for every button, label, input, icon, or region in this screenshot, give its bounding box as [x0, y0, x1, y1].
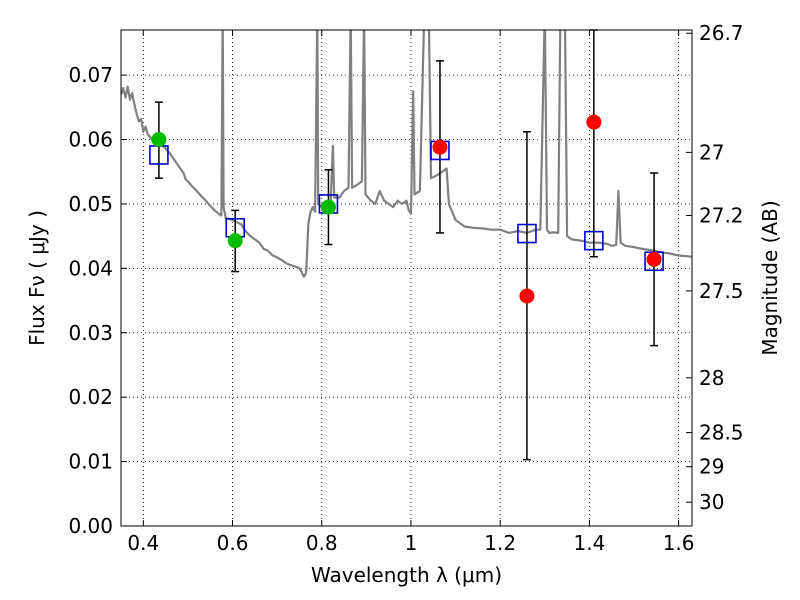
x-tick-label-6: 1.6 — [663, 531, 695, 555]
y2-tick-label-4: 28 — [699, 366, 724, 390]
x-tick-label-5: 1.4 — [573, 531, 605, 555]
y-tick-label-6: 0.06 — [68, 128, 113, 152]
green-point-0 — [151, 132, 167, 148]
x-tick-label-2: 0.8 — [306, 531, 338, 555]
y-axis-title: Flux Fν ( μJy ) — [25, 210, 49, 346]
observed-markers — [151, 114, 662, 304]
y2-axis-title: Magnitude (AB) — [758, 200, 782, 355]
plot-frame — [120, 29, 693, 527]
red-point-1 — [519, 288, 535, 304]
sed-model-line — [121, 30, 692, 278]
y2-tick-label-0: 26.7 — [699, 21, 744, 45]
y-tick-label-3: 0.03 — [68, 321, 113, 345]
y-tick-label-7: 0.07 — [68, 63, 113, 87]
y2-tick-label-3: 27.5 — [699, 279, 744, 303]
grid-lines — [121, 30, 692, 527]
red-point-2 — [586, 114, 602, 130]
model-band-markers — [149, 140, 664, 272]
x-tick-label-3: 1 — [405, 531, 418, 555]
x-tick-label-0: 0.4 — [127, 531, 159, 555]
x-tick-label-4: 1.2 — [484, 531, 516, 555]
red-point-0 — [432, 139, 448, 155]
y-tick-label-2: 0.02 — [68, 385, 113, 409]
axis-ticks: 0.4 0.6 0.8 1 1.2 1.4 1.6 0.00 0.01 0.02 0.03 0.04 0… — [68, 21, 743, 555]
y2-tick-label-2: 27.2 — [699, 204, 744, 228]
y-tick-label-0: 0.00 — [68, 514, 113, 538]
y-tick-label-4: 0.04 — [68, 256, 113, 280]
y-tick-label-1: 0.01 — [68, 450, 113, 474]
sed-model-curve — [121, 30, 692, 278]
y2-tick-label-6: 29 — [699, 455, 724, 479]
y2-tick-label-7: 30 — [699, 490, 724, 514]
green-point-2 — [320, 199, 336, 215]
y2-tick-label-1: 27 — [699, 140, 724, 164]
y-tick-label-5: 0.05 — [68, 192, 113, 216]
red-point-3 — [646, 251, 662, 267]
y2-tick-label-5: 28.5 — [699, 421, 744, 445]
green-point-1 — [227, 233, 243, 249]
x-axis-title: Wavelength λ (μm) — [311, 563, 502, 587]
model-square-4 — [517, 223, 537, 244]
model-square-5 — [584, 230, 604, 251]
x-tick-label-1: 0.6 — [217, 531, 249, 555]
